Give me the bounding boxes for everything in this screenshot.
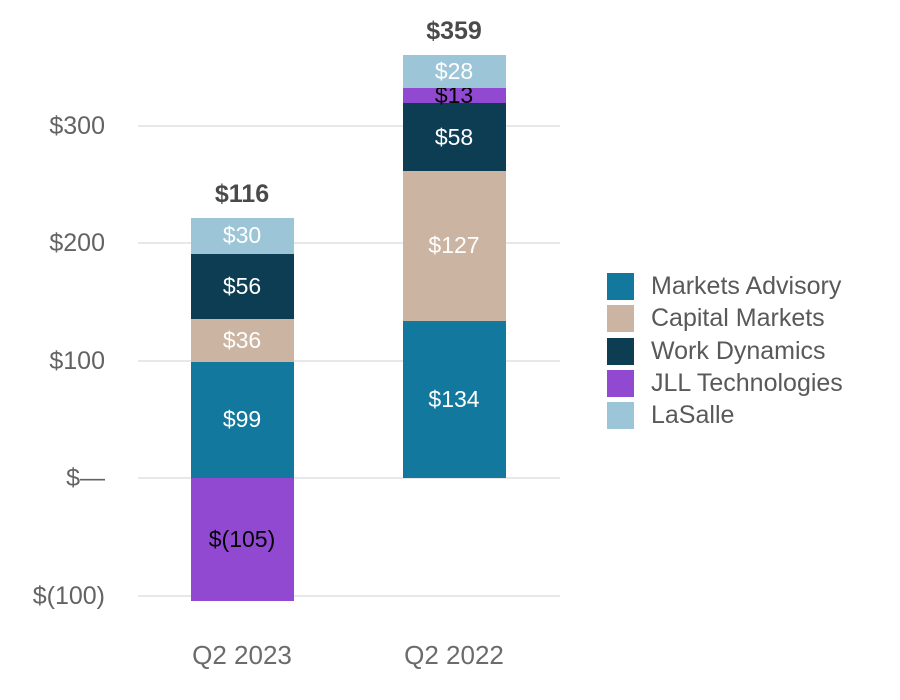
segment-jll-technologies: $(105) [190,478,294,602]
segment-value-label: $30 [222,222,262,249]
y-axis-tick-label: $(100) [32,581,105,610]
legend-item-label: Markets Advisory [651,272,842,300]
gridline [138,242,560,244]
legend-swatch [607,370,634,397]
bar-total-label: $359 [426,17,482,45]
gridline [138,594,560,597]
segment-value-label: $127 [428,232,480,259]
legend-swatch [607,273,634,300]
segment-value-label: $28 [434,57,474,84]
segment-value-label: $56 [222,272,262,299]
segment-value-label: $58 [434,123,474,150]
legend-item-work-dynamics: Work Dynamics [607,338,826,365]
segment-capital-markets: $36 [190,319,294,362]
gridline [138,477,560,479]
legend-swatch [607,305,634,332]
segment-value-label: $36 [222,327,262,354]
segment-value-label: $134 [428,385,480,412]
segment-work-dynamics: $56 [190,253,294,320]
legend-item-lasalle: LaSalle [607,402,734,429]
segment-value-label: $99 [222,406,262,433]
legend-swatch [607,402,634,429]
y-axis-tick-label: $300 [49,111,105,140]
legend-item-markets-advisory: Markets Advisory [607,273,841,300]
legend-item-label: Work Dynamics [651,337,826,365]
gridline [138,124,560,127]
segment-value-label: $13 [434,82,474,109]
segment-capital-markets: $127 [402,171,506,321]
legend-swatch [607,338,634,365]
segment-jll-technologies: $13 [402,84,506,107]
segment-work-dynamics: $58 [402,103,506,172]
legend-item-label: JLL Technologies [651,369,843,397]
x-axis-category-label: Q2 2023 [192,640,292,670]
segment-lasalle: $30 [190,218,294,254]
segment-markets-advisory: $99 [190,361,294,478]
legend-item-capital-markets: Capital Markets [607,305,825,332]
x-axis-category-label: Q2 2022 [404,640,504,670]
segment-value-label: $(105) [208,526,276,553]
segment-markets-advisory: $134 [402,320,506,478]
gridline [138,359,560,362]
segment-lasalle: $28 [402,55,506,88]
bar-total-label: $116 [214,180,270,209]
y-axis-tick-label: $200 [49,229,105,257]
legend-item-jll-technologies: JLL Technologies [607,370,843,397]
y-axis-tick-label: $— [66,464,105,492]
legend-item-label: Capital Markets [651,304,825,332]
y-axis-tick-label: $100 [49,346,105,375]
legend-item-label: LaSalle [651,401,735,429]
